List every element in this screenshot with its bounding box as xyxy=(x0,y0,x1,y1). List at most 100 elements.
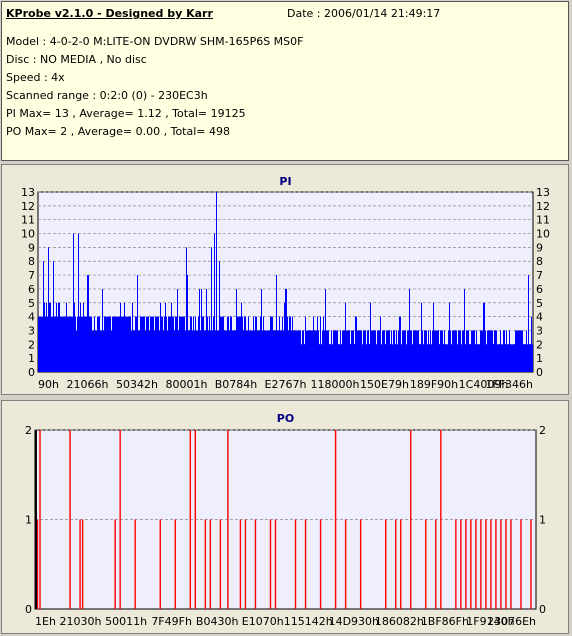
pi-bar xyxy=(318,330,319,372)
pi-bar xyxy=(254,330,255,372)
pi-bar xyxy=(147,316,148,372)
pi-bar xyxy=(160,302,161,372)
pi-bar xyxy=(376,344,377,372)
pi-bar xyxy=(272,316,273,372)
pi-bar xyxy=(512,344,513,372)
pi-bar xyxy=(393,330,394,372)
pi-bar xyxy=(228,316,229,372)
pi-bar xyxy=(239,316,240,372)
pi-bar xyxy=(68,316,69,372)
pi-bar xyxy=(503,330,504,372)
pi-bar xyxy=(245,316,246,372)
pi-bar xyxy=(375,330,376,372)
pi-bar xyxy=(444,330,445,372)
po-chart: PO 0 0 1 1 2 2 1Eh 21030h 50011h 7F49Fh B0430h E1070… xyxy=(25,412,546,628)
pi-bar xyxy=(468,330,469,372)
pi-bar xyxy=(291,330,292,372)
pi-bar xyxy=(195,316,196,372)
pi-bar xyxy=(223,316,224,372)
pi-bar xyxy=(308,330,309,372)
pi-bar xyxy=(135,316,136,372)
pi-bar xyxy=(460,330,461,372)
pi-bar xyxy=(126,316,127,372)
y-tick-label-left: 7 xyxy=(28,269,35,282)
x-tick-label: 186082h xyxy=(375,615,424,628)
pi-bar xyxy=(300,330,301,372)
x-tick-label: 118000h xyxy=(311,378,360,391)
pi-bar xyxy=(229,330,230,372)
pi-bar xyxy=(491,330,492,372)
pi-bar xyxy=(117,316,118,372)
pi-bar xyxy=(92,330,93,372)
pi-bar xyxy=(48,247,49,372)
pi-bar xyxy=(224,330,225,372)
pi-bar xyxy=(461,344,462,372)
pi-bar xyxy=(255,316,256,372)
y-tick-label-right: 13 xyxy=(536,186,550,199)
pi-bar xyxy=(106,316,107,372)
pi-bar xyxy=(294,330,295,372)
pi-bar xyxy=(374,330,375,372)
pi-bar xyxy=(197,330,198,372)
x-tick-label: 14D930h xyxy=(329,615,379,628)
pi-bar xyxy=(502,344,503,372)
pi-bar xyxy=(144,316,145,372)
y-tick-label-right: 2 xyxy=(539,424,546,437)
pi-bar xyxy=(266,330,267,372)
pi-bar xyxy=(438,330,439,372)
pi-bar xyxy=(296,330,297,372)
pi-bar xyxy=(417,330,418,372)
pi-bar xyxy=(113,316,114,372)
pi-bar xyxy=(105,316,106,372)
pi-bar xyxy=(124,302,125,372)
pi-bar xyxy=(486,344,487,372)
y-tick-label-right: 6 xyxy=(536,283,543,296)
model-line: Model : 4-0-2-0 M:LITE-ON DVDRW SHM-165P… xyxy=(6,35,304,48)
y-tick-label-left: 9 xyxy=(28,241,35,254)
pi-bar xyxy=(64,316,65,372)
pi-bar xyxy=(194,330,195,372)
pi-bar xyxy=(137,275,138,372)
pi-bar xyxy=(215,330,216,372)
pi-bar xyxy=(57,316,58,372)
pi-bar xyxy=(529,344,530,372)
pi-bar xyxy=(218,330,219,372)
pi-bar xyxy=(340,330,341,372)
pi-bar xyxy=(269,330,270,372)
pi-bar xyxy=(161,316,162,372)
pi-bar xyxy=(65,316,66,372)
pi-bar xyxy=(489,330,490,372)
pi-bar xyxy=(186,247,187,372)
pi-bar xyxy=(418,330,419,372)
pi-bar xyxy=(297,330,298,372)
pi-bar xyxy=(51,316,52,372)
pi-bar xyxy=(467,330,468,372)
pi-bar xyxy=(331,330,332,372)
pi-bar xyxy=(436,330,437,372)
y-tick-label-right: 2 xyxy=(536,338,543,351)
pi-bar xyxy=(407,330,408,372)
x-tick-label: 90h xyxy=(38,378,59,391)
pi-bar xyxy=(477,344,478,372)
pi-bar xyxy=(510,344,511,372)
pi-bar xyxy=(91,316,92,372)
pi-bar xyxy=(141,316,142,372)
pi-bar xyxy=(470,344,471,372)
pi-bar xyxy=(151,316,152,372)
pi-bar xyxy=(385,344,386,372)
pi-bar xyxy=(193,316,194,372)
pi-bar xyxy=(448,330,449,372)
pi-bar xyxy=(507,344,508,372)
pi-bar xyxy=(109,316,110,372)
pi-bar xyxy=(341,344,342,372)
pi-bar xyxy=(134,330,135,372)
pi-bar xyxy=(208,330,209,372)
pi-bar xyxy=(120,302,121,372)
pi-bar xyxy=(401,344,402,372)
pi-bar xyxy=(419,344,420,372)
pi-bar xyxy=(273,330,274,372)
pi-bar xyxy=(241,302,242,372)
pi-bar xyxy=(334,330,335,372)
pi-bar xyxy=(40,316,41,372)
pi-bar xyxy=(447,344,448,372)
